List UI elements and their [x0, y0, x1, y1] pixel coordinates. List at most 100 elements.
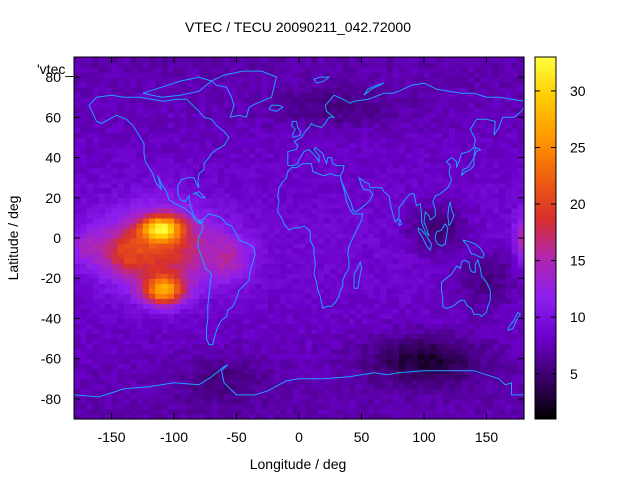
heatmap-cell: [280, 152, 288, 159]
heatmap-cell: [255, 338, 263, 345]
heatmap-cell: [324, 338, 331, 345]
heatmap-cell: [105, 258, 113, 264]
heatmap-cell: [136, 303, 144, 309]
heatmap-cell: [205, 378, 213, 385]
heatmap-cell: [517, 343, 525, 350]
heatmap-cell: [292, 258, 300, 264]
heatmap-cell: [180, 318, 188, 325]
heatmap-cell: [249, 358, 256, 365]
heatmap-cell: [249, 353, 256, 360]
heatmap-cell: [349, 413, 356, 420]
heatmap-cell: [80, 82, 88, 88]
heatmap-cell: [330, 278, 338, 284]
heatmap-cell: [380, 177, 388, 184]
heatmap-cell: [361, 303, 369, 309]
heatmap-cell: [380, 92, 388, 98]
heatmap-cell: [386, 177, 394, 184]
heatmap-cell: [161, 77, 169, 83]
heatmap-cell: [511, 353, 519, 360]
heatmap-cell: [274, 238, 281, 244]
heatmap-cell: [455, 207, 463, 214]
heatmap-cell: [249, 413, 256, 420]
heatmap-cell: [136, 333, 144, 340]
heatmap-cell: [330, 303, 338, 309]
heatmap-cell: [130, 212, 138, 219]
heatmap-cell: [136, 288, 144, 294]
heatmap-cell: [274, 378, 281, 385]
heatmap-cell: [217, 273, 225, 279]
heatmap-cell: [442, 192, 450, 199]
heatmap-cell: [199, 378, 206, 385]
heatmap-cell: [374, 383, 381, 390]
heatmap-cell: [486, 378, 494, 385]
heatmap-cell: [286, 278, 294, 284]
heatmap-cell: [267, 343, 275, 350]
heatmap-cell: [380, 318, 388, 325]
heatmap-cell: [430, 343, 438, 350]
heatmap-cell: [286, 268, 294, 274]
heatmap-cell: [280, 258, 288, 264]
heatmap-cell: [474, 403, 481, 410]
heatmap-cell: [349, 313, 356, 320]
heatmap-cell: [261, 283, 269, 289]
heatmap-cell: [511, 232, 519, 239]
heatmap-cell: [167, 358, 175, 365]
heatmap-cell: [211, 288, 219, 294]
heatmap-cell: [517, 313, 525, 320]
heatmap-cell: [149, 152, 156, 159]
heatmap-cell: [499, 207, 506, 214]
heatmap-cell: [461, 97, 469, 103]
heatmap-cell: [392, 368, 400, 375]
heatmap-cell: [380, 207, 388, 214]
heatmap-cell: [505, 373, 513, 380]
heatmap-cell: [261, 132, 269, 139]
heatmap-cell: [417, 348, 425, 355]
heatmap-cell: [386, 368, 394, 375]
heatmap-cell: [386, 253, 394, 259]
heatmap-cell: [455, 348, 463, 355]
heatmap-cell: [199, 338, 206, 345]
heatmap-cell: [249, 67, 256, 73]
heatmap-cell: [149, 338, 156, 345]
heatmap-cell: [217, 258, 225, 264]
heatmap-cell: [424, 353, 431, 360]
heatmap-cell: [349, 293, 356, 299]
heatmap-cell: [336, 87, 344, 93]
heatmap-cell: [111, 127, 119, 134]
heatmap-cell: [424, 197, 431, 204]
heatmap-cell: [174, 263, 181, 269]
heatmap-cell: [511, 338, 519, 345]
heatmap-cell: [192, 87, 200, 93]
heatmap-cell: [199, 258, 206, 264]
heatmap-cell: [86, 77, 94, 83]
heatmap-cell: [517, 122, 525, 128]
heatmap-cell: [386, 132, 394, 139]
heatmap-cell: [192, 182, 200, 189]
heatmap-cell: [486, 268, 494, 274]
heatmap-cell: [399, 162, 406, 169]
heatmap-cell: [155, 107, 163, 113]
heatmap-cell: [405, 147, 413, 154]
heatmap-cell: [286, 122, 294, 128]
heatmap-cell: [211, 323, 219, 330]
heatmap-cell: [430, 112, 438, 118]
heatmap-cell: [217, 298, 225, 304]
heatmap-cell: [355, 298, 363, 304]
heatmap-cell: [449, 258, 456, 264]
heatmap-cell: [86, 132, 94, 139]
heatmap-cell: [274, 363, 281, 370]
heatmap-cell: [367, 333, 375, 340]
heatmap-cell: [424, 363, 431, 370]
heatmap-cell: [342, 413, 350, 420]
heatmap-cell: [80, 137, 88, 144]
heatmap-cell: [311, 72, 319, 78]
heatmap-cell: [486, 408, 494, 415]
heatmap-cell: [130, 177, 138, 184]
heatmap-cell: [217, 283, 225, 289]
heatmap-cell: [236, 232, 244, 239]
heatmap-cell: [399, 147, 406, 154]
heatmap-cell: [361, 147, 369, 154]
heatmap-cell: [505, 152, 513, 159]
heatmap-cell: [242, 338, 250, 345]
heatmap-cell: [349, 147, 356, 154]
